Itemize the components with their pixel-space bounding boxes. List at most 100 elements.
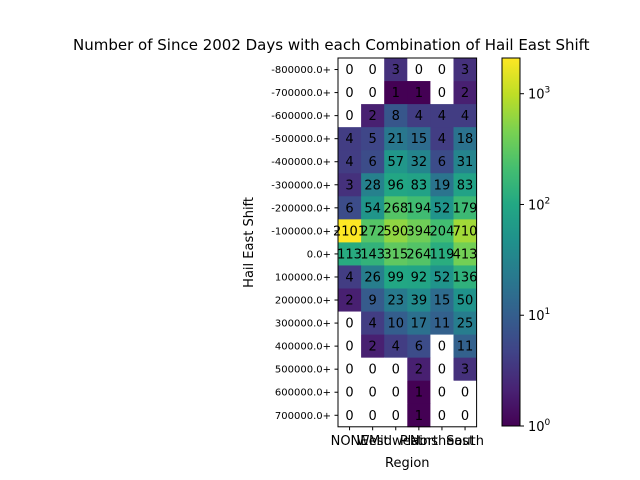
- cell-value-label: 23: [387, 294, 404, 309]
- heatmap-cell: [361, 265, 385, 289]
- heatmap-cell: [453, 403, 477, 428]
- cell-value-label: 0: [369, 86, 377, 101]
- heatmap-cell: [453, 242, 477, 266]
- y-tick-label: -300000.0+: [271, 180, 331, 191]
- heatmap-cell: [453, 150, 477, 174]
- heatmap-cell: [430, 288, 454, 312]
- cell-value-label: 10: [387, 317, 404, 332]
- heatmap-cell: [453, 334, 477, 359]
- cell-value-label: 2101: [333, 224, 366, 239]
- heatmap-cell: [384, 403, 408, 428]
- heatmap-cell: [361, 196, 385, 220]
- heatmap-cell: [338, 173, 362, 197]
- heatmap-cell: [453, 380, 477, 405]
- cell-value-label: 52: [434, 270, 451, 285]
- cell-value-label: 4: [461, 109, 469, 124]
- colorbar-tick-label: 102: [528, 196, 550, 213]
- cell-value-label: 0: [345, 63, 353, 78]
- heatmap-cell: [361, 219, 385, 243]
- x-tick-label: NONE: [331, 434, 369, 449]
- cell-value-label: 3: [461, 63, 469, 78]
- heatmap-cell: [384, 380, 408, 405]
- heatmap-cell: [338, 81, 362, 105]
- y-tick-label: 300000.0+: [275, 319, 331, 330]
- cell-value-label: 0: [438, 363, 446, 378]
- heatmap-cell: [361, 127, 385, 151]
- y-tick-label: -400000.0+: [271, 157, 331, 168]
- heatmap-cell: [338, 219, 362, 243]
- heatmap-cell: [338, 196, 362, 220]
- heatmap-cell: [453, 311, 477, 335]
- colorbar-tick-label: 101: [528, 307, 550, 324]
- cell-value-label: 0: [345, 86, 353, 101]
- heatmap-cell: [338, 127, 362, 151]
- cell-value-label: 83: [457, 178, 474, 193]
- heatmap-cell: [430, 219, 454, 243]
- cell-value-label: 0: [369, 63, 377, 78]
- heatmap-cell: [407, 196, 431, 220]
- heatmap-cell: [453, 357, 477, 382]
- heatmap-cell: [361, 81, 385, 105]
- heatmap-cell: [384, 311, 408, 335]
- cell-value-label: 92: [411, 270, 428, 285]
- cell-value-label: 0: [438, 340, 446, 355]
- heatmap-cell: [384, 288, 408, 312]
- heatmap-cell: [430, 127, 454, 151]
- cell-value-label: 28: [364, 178, 381, 193]
- cell-value-label: 143: [360, 247, 385, 262]
- heatmap-cell: [407, 265, 431, 289]
- cell-value-label: 2: [415, 363, 423, 378]
- y-tick-label: -100000.0+: [271, 226, 331, 237]
- cell-value-label: 52: [434, 201, 451, 216]
- heatmap-cell: [430, 334, 454, 359]
- cell-value-label: 113: [337, 247, 362, 262]
- heatmap-cell: [384, 219, 408, 243]
- cell-value-label: 21: [387, 132, 404, 147]
- y-tick-label: 600000.0+: [275, 388, 331, 399]
- cell-value-label: 32: [411, 155, 428, 170]
- x-axis-label: Region: [385, 456, 430, 471]
- cell-value-label: 0: [345, 109, 353, 124]
- cell-value-label: 0: [369, 409, 377, 424]
- heatmap-cell: [338, 242, 362, 266]
- heatmap-cell: [361, 150, 385, 174]
- heatmap-cell: [384, 81, 408, 105]
- cell-value-label: 6: [438, 155, 446, 170]
- cell-value-label: 1: [392, 86, 400, 101]
- cell-value-label: 6: [415, 340, 423, 355]
- cell-value-label: 4: [438, 132, 446, 147]
- heatmap-cell: [430, 150, 454, 174]
- heatmap-cell: [361, 357, 385, 382]
- heatmap-cell: [338, 58, 362, 82]
- heatmap-cell: [453, 219, 477, 243]
- cell-value-label: 204: [430, 224, 455, 239]
- heatmap-cell: [361, 58, 385, 82]
- heatmap-cell: [407, 173, 431, 197]
- heatmap-cell: [407, 357, 431, 382]
- y-tick-label: 200000.0+: [275, 296, 331, 307]
- heatmap-cell: [430, 81, 454, 105]
- cell-value-label: 19: [434, 178, 451, 193]
- x-tick-label: Plains: [400, 434, 438, 449]
- heatmap-cell: [453, 104, 477, 128]
- heatmap-cell: [430, 173, 454, 197]
- cell-value-label: 3: [345, 178, 353, 193]
- cell-value-label: 2: [369, 109, 377, 124]
- cell-value-label: 194: [406, 201, 431, 216]
- cell-value-label: 0: [415, 63, 423, 78]
- cell-value-label: 0: [369, 363, 377, 378]
- cell-value-label: 83: [411, 178, 428, 193]
- cell-value-label: 0: [438, 86, 446, 101]
- heatmap-cell: [453, 288, 477, 312]
- y-tick-label: 0.0+: [307, 249, 331, 260]
- cell-value-label: 0: [345, 409, 353, 424]
- colorbar-tick-label: 103: [528, 86, 550, 103]
- cell-value-label: 0: [461, 386, 469, 401]
- heatmap-cell: [430, 58, 454, 82]
- heatmap-cell: [407, 58, 431, 82]
- cell-value-label: 119: [430, 247, 455, 262]
- heatmap-cell: [361, 380, 385, 405]
- heatmap-cell: [407, 127, 431, 151]
- heatmap-cell: [453, 196, 477, 220]
- cell-value-label: 4: [345, 132, 353, 147]
